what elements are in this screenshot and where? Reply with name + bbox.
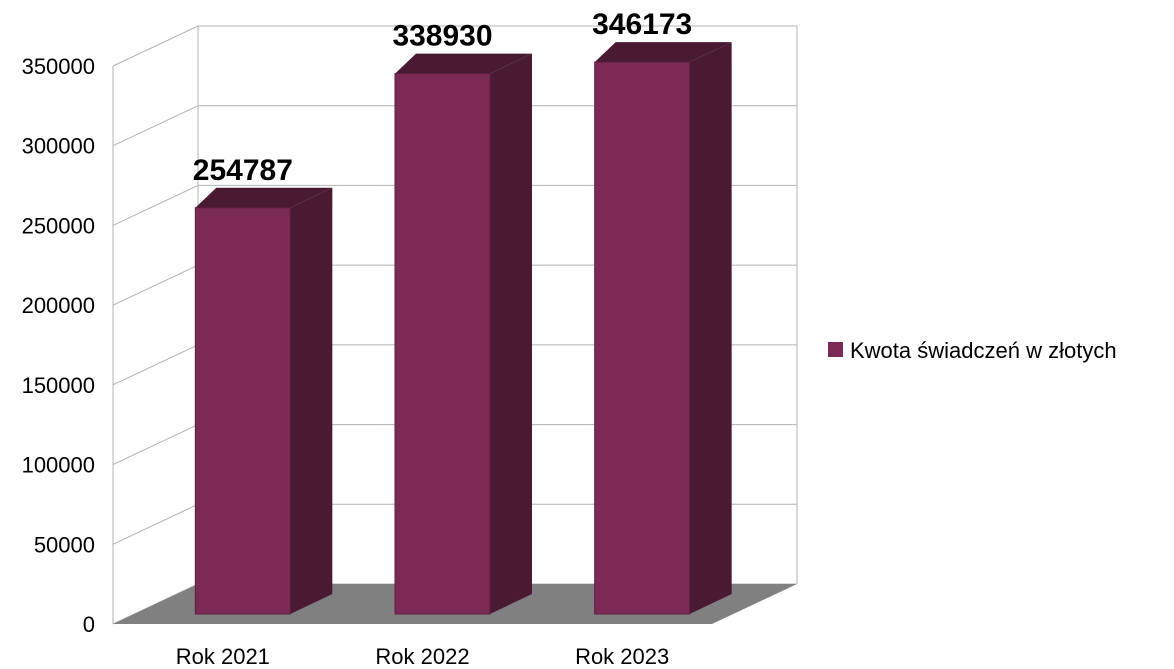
bar-front [594,61,691,615]
bar-side [290,187,333,614]
legend-swatch [828,342,843,357]
bar-front [394,73,491,615]
bar-top [395,53,532,74]
x-axis-ticks: Rok 2021 Rok 2022 Rok 2023 [176,644,670,669]
y-tick-label: 100000 [22,453,95,478]
bar [594,42,732,615]
side-gridline [112,25,199,67]
x-tick-label: Rok 2023 [575,644,669,669]
side-gridline [112,344,199,386]
bar-front [194,207,291,615]
y-tick-label: 50000 [34,532,95,557]
bar [394,53,532,615]
data-label: 346173 [592,8,692,41]
bar-side [490,53,532,614]
y-tick-label: 250000 [22,213,95,238]
side-gridline [112,264,199,306]
y-tick-label: 0 [83,612,95,637]
y-tick-label: 300000 [22,134,95,159]
x-tick-label: Rok 2022 [375,644,469,669]
side-gridline [112,184,199,226]
legend: Kwota świadczeń w złotych [828,338,1117,363]
y-tick-label: 350000 [22,54,95,79]
bar [194,187,333,615]
bar-side [689,42,732,615]
y-axis-ticks: 0 50000 100000 150000 200000 250000 300000 3500… [22,54,95,637]
bar-top [195,187,333,208]
data-label: 254787 [193,154,293,187]
legend-label: Kwota świadczeń w złotych [850,338,1117,363]
bars: 254787 338930 346173 [193,8,732,615]
data-label: 338930 [392,20,492,53]
x-tick-label: Rok 2021 [176,644,270,669]
y-tick-label: 150000 [22,373,95,398]
side-gridline [112,105,199,147]
side-gridline [112,503,199,545]
y-tick-label: 200000 [22,293,95,318]
bar-top [594,42,732,63]
side-gridline [112,424,199,466]
